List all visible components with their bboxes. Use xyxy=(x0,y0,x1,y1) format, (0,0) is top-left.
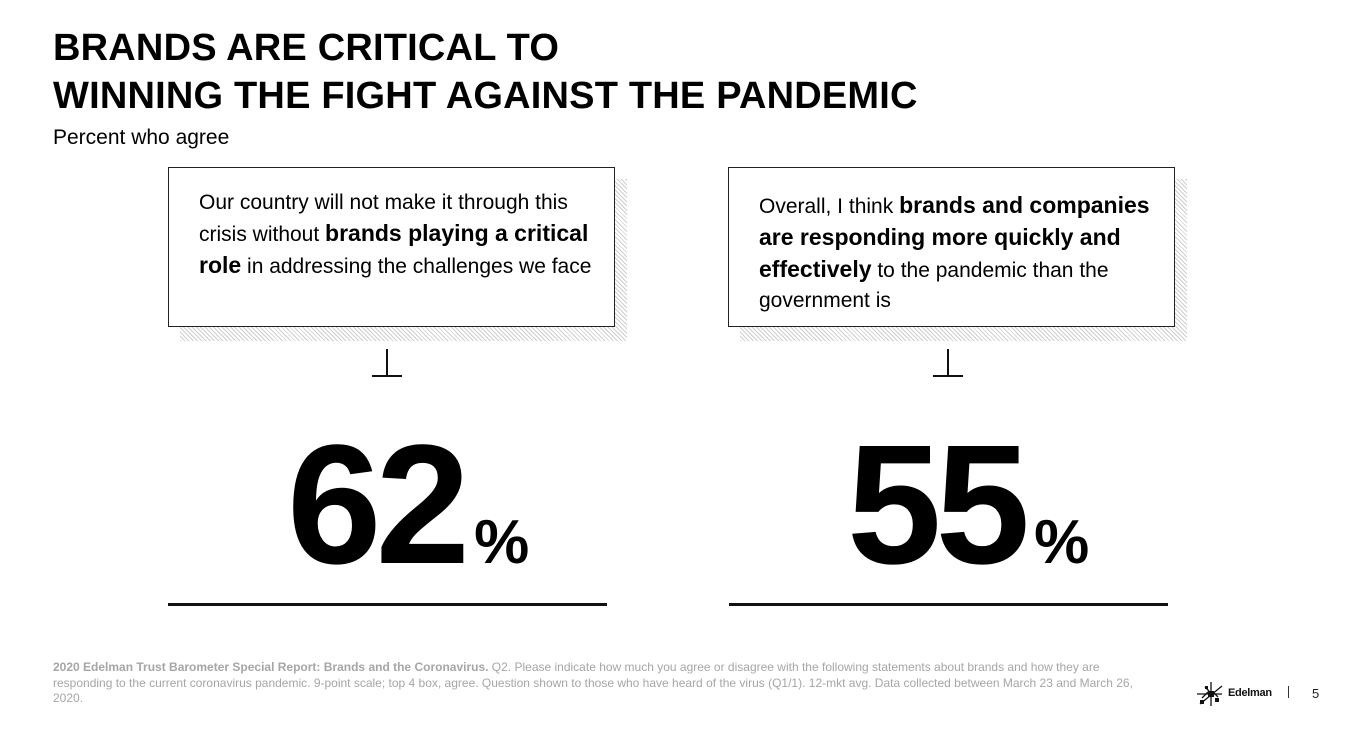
stat-value-2: 55 % xyxy=(847,410,1090,600)
footer-divider xyxy=(1288,686,1289,698)
stat-number: 62 xyxy=(287,410,470,600)
statement-card-1: Our country will not make it through thi… xyxy=(168,167,627,341)
statement-text: Overall, I think brands and companies ar… xyxy=(759,190,1160,316)
edelman-logo: Edelman xyxy=(1196,678,1272,708)
statement-text-part: Overall, I think xyxy=(759,195,900,218)
page-number: 5 xyxy=(1312,686,1320,701)
statement-text-part: Our country will not make it through thi… xyxy=(199,191,568,246)
stat-unit: % xyxy=(474,508,530,577)
edelman-logo-icon xyxy=(1197,682,1223,706)
statement-card-box: Our country will not make it through thi… xyxy=(168,167,615,327)
stat-number: 55 xyxy=(847,410,1030,600)
connector-icon xyxy=(933,349,963,377)
page-title-line-1: BRANDS ARE CRITICAL TO xyxy=(53,27,560,69)
statement-text-part: to the pandemic than the government is xyxy=(759,259,1109,312)
stat-value-1: 62 % xyxy=(287,410,530,600)
statement-text-emphasis: brands playing a critical role xyxy=(199,220,589,278)
footnote-source: 2020 Edelman Trust Barometer Special Rep… xyxy=(53,660,489,674)
connector-icon xyxy=(372,349,402,377)
statement-card-box: Overall, I think brands and companies ar… xyxy=(728,167,1175,327)
statement-card-2: Overall, I think brands and companies ar… xyxy=(728,167,1187,341)
statement-text-part: in addressing the challenges we face xyxy=(241,255,592,278)
statement-text-emphasis: brands and companies are responding more… xyxy=(759,192,1150,282)
page-subtitle: Percent who agree xyxy=(53,126,230,149)
stat-underline-1 xyxy=(168,603,607,606)
footnote-text: Q2. Please indicate how much you agree o… xyxy=(53,660,1133,705)
logo-wordmark: Edelman xyxy=(1228,687,1272,699)
page-title-line-2: WINNING THE FIGHT AGAINST THE PANDEMIC xyxy=(53,75,918,117)
source-footnote: 2020 Edelman Trust Barometer Special Rep… xyxy=(53,660,1153,707)
statement-text: Our country will not make it through thi… xyxy=(199,188,600,282)
stat-underline-2 xyxy=(729,603,1168,606)
page-title: BRANDS ARE CRITICAL TO WINNING THE FIGHT… xyxy=(53,24,918,120)
stat-unit: % xyxy=(1034,508,1090,577)
